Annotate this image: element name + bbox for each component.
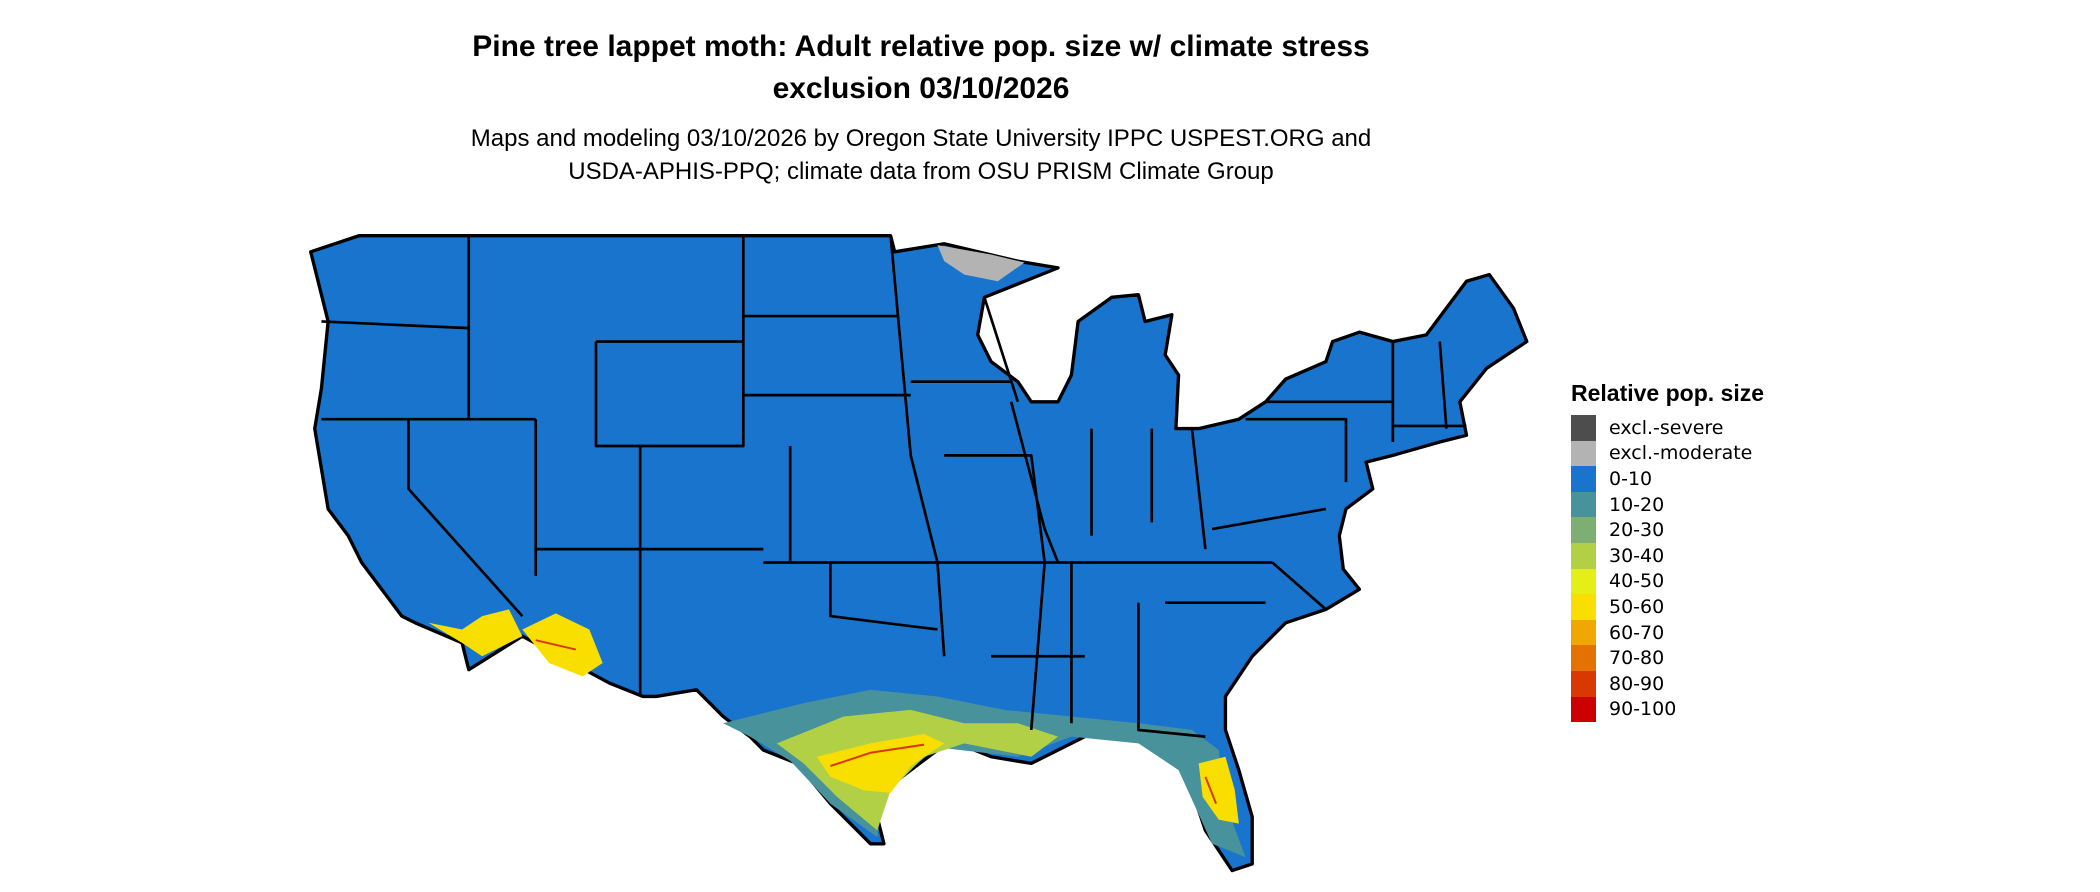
legend-label: 10-20 (1609, 493, 1665, 516)
us-outline (309, 234, 1529, 873)
legend-item: excl.-severe (1571, 415, 1764, 441)
legend-swatch (1571, 542, 1596, 569)
legend: Relative pop. size excl.-severe excl.-mod… (1571, 380, 1765, 723)
legend-swatch (1571, 696, 1596, 723)
legend-item: 0-10 (1571, 466, 1764, 492)
legend-swatch (1571, 568, 1596, 595)
legend-label: 80-90 (1609, 672, 1665, 695)
legend-label: 30-40 (1609, 544, 1665, 567)
subtitle-line-1: Maps and modeling 03/10/2026 by Oregon S… (470, 125, 1372, 152)
legend-label: 50-60 (1609, 595, 1665, 618)
legend-swatch (1571, 670, 1596, 697)
legend-title: Relative pop. size (1571, 380, 1765, 406)
legend-label: excl.-severe (1609, 416, 1724, 439)
legend-item: 80-90 (1571, 670, 1764, 697)
legend-swatch (1571, 517, 1596, 543)
texas-green (776, 709, 1059, 831)
legend-item: 50-60 (1571, 594, 1764, 620)
legend-item: 70-80 (1571, 645, 1764, 671)
legend-label: 40-50 (1609, 570, 1665, 593)
legend-label: 0-10 (1609, 467, 1653, 490)
legend-swatch (1571, 491, 1596, 518)
texas-yellow (816, 733, 945, 793)
state-borders (321, 235, 1467, 738)
legend-swatch (1571, 645, 1596, 671)
legend-swatch (1571, 415, 1596, 441)
legend-swatch (1571, 619, 1596, 646)
map-subtitle: Maps and modeling 03/10/2026 by Oregon S… (0, 122, 1842, 188)
legend-label: 20-30 (1609, 519, 1665, 542)
florida-yellow (1198, 756, 1239, 824)
map-title: Pine tree lappet moth: Adult relative po… (0, 26, 1842, 110)
legend-swatch (1571, 594, 1596, 620)
legend-swatch (1571, 466, 1596, 492)
california-yellow (428, 609, 523, 657)
title-line-1: Pine tree lappet moth: Adult relative po… (472, 30, 1370, 63)
arizona-yellow (522, 613, 603, 677)
legend-label: excl.-moderate (1609, 442, 1753, 465)
suitability-regions (428, 609, 1246, 858)
legend-swatch (1571, 440, 1596, 467)
legend-items: excl.-severe excl.-moderate 0-10 10-20 20-30… (1571, 415, 1764, 723)
subtitle-line-2: USDA-APHIS-PPQ; climate data from OSU PR… (568, 158, 1274, 185)
title-line-2: exclusion 03/10/2026 (772, 72, 1070, 105)
legend-label: 60-70 (1609, 621, 1665, 644)
legend-item: 30-40 (1571, 542, 1764, 569)
legend-item: 10-20 (1571, 491, 1764, 518)
legend-item: 60-70 (1571, 619, 1764, 646)
legend-item: 40-50 (1571, 568, 1764, 595)
excl-moderate-region (937, 245, 1025, 282)
legend-label: 90-100 (1609, 698, 1677, 721)
legend-item: excl.-moderate (1571, 440, 1764, 467)
legend-label: 70-80 (1609, 647, 1665, 670)
legend-item: 90-100 (1571, 696, 1764, 723)
legend-item: 20-30 (1571, 517, 1764, 543)
hotspot-red (535, 639, 1218, 804)
